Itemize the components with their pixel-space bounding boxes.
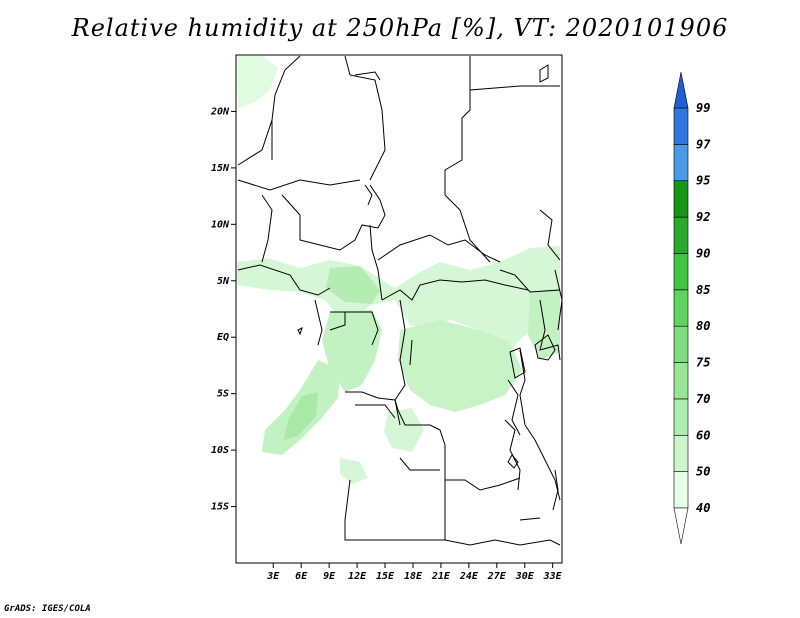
humidity-region-basin xyxy=(398,320,522,412)
colorbar: 40 50 60 70 75 80 85 90 92 95 97 99 xyxy=(673,71,711,545)
colorbar-segment xyxy=(673,362,689,400)
lat-tick-label: EQ xyxy=(217,332,229,343)
colorbar-label: 40 xyxy=(696,501,710,515)
colorbar-label: 99 xyxy=(696,101,710,115)
lon-tick-label: 12E xyxy=(348,571,367,582)
colorbar-segment xyxy=(673,325,689,363)
lon-tick-label: 27E xyxy=(487,571,507,582)
humidity-region-angola xyxy=(384,408,424,452)
lat-tick-label: 15N xyxy=(211,163,230,174)
credit-footer: GrADS: IGES/COLA xyxy=(4,604,91,614)
colorbar-segment xyxy=(673,398,689,436)
colorbar-segment xyxy=(673,107,689,145)
humidity-region-coast-core xyxy=(326,266,380,304)
humidity-region-coast xyxy=(237,246,560,360)
humidity-region-north xyxy=(237,56,278,108)
humidity-region-south xyxy=(340,458,368,484)
lon-tick-label: 18E xyxy=(404,571,423,582)
colorbar-segment xyxy=(673,289,689,327)
country-borders xyxy=(237,55,563,546)
latitude-axis: 20N 15N 10N 5N EQ 5S 10S 15S xyxy=(210,106,236,513)
lat-tick-label: 15S xyxy=(211,502,229,513)
map-frame xyxy=(235,54,563,564)
colorbar-label: 90 xyxy=(696,246,710,260)
humidity-region-southwest-core xyxy=(284,392,318,440)
colorbar-label: 70 xyxy=(696,392,710,406)
lon-tick-label: 15E xyxy=(376,571,395,582)
colorbar-under-arrow xyxy=(673,507,689,545)
colorbar-label: 85 xyxy=(696,283,710,297)
lon-tick-label: 6E xyxy=(295,571,308,582)
longitude-axis: 3E 6E 9E 12E 15E 18E 21E 24E 27E 30E 33E xyxy=(266,563,563,582)
colorbar-over-arrow xyxy=(673,71,689,109)
colorbar-segment xyxy=(673,144,689,182)
lat-tick-label: 5N xyxy=(217,276,230,287)
humidity-field xyxy=(237,56,560,484)
colorbar-label: 95 xyxy=(696,174,710,188)
lat-tick-label: 10S xyxy=(211,445,229,456)
colorbar-segment xyxy=(673,180,689,218)
lon-tick-label: 33E xyxy=(543,571,563,582)
lat-tick-label: 10N xyxy=(211,219,230,230)
colorbar-label: 50 xyxy=(696,465,710,479)
colorbar-segment xyxy=(673,471,689,509)
map-title: Relative humidity at 250hPa [%], VT: 202… xyxy=(71,14,729,42)
lon-tick-label: 24E xyxy=(459,571,479,582)
colorbar-segment xyxy=(673,253,689,291)
lat-tick-label: 5S xyxy=(217,389,229,400)
lon-tick-label: 30E xyxy=(515,571,535,582)
lat-tick-label: 20N xyxy=(210,106,230,117)
lon-tick-label: 3E xyxy=(266,571,280,582)
lon-tick-label: 9E xyxy=(323,571,336,582)
colorbar-label: 80 xyxy=(696,319,710,333)
colorbar-label: 60 xyxy=(696,428,710,442)
colorbar-segment xyxy=(673,434,689,472)
colorbar-label: 92 xyxy=(696,210,710,224)
lon-tick-label: 21E xyxy=(431,571,451,582)
colorbar-label: 97 xyxy=(696,137,711,151)
colorbar-segment xyxy=(673,216,689,254)
colorbar-label: 75 xyxy=(696,356,710,370)
